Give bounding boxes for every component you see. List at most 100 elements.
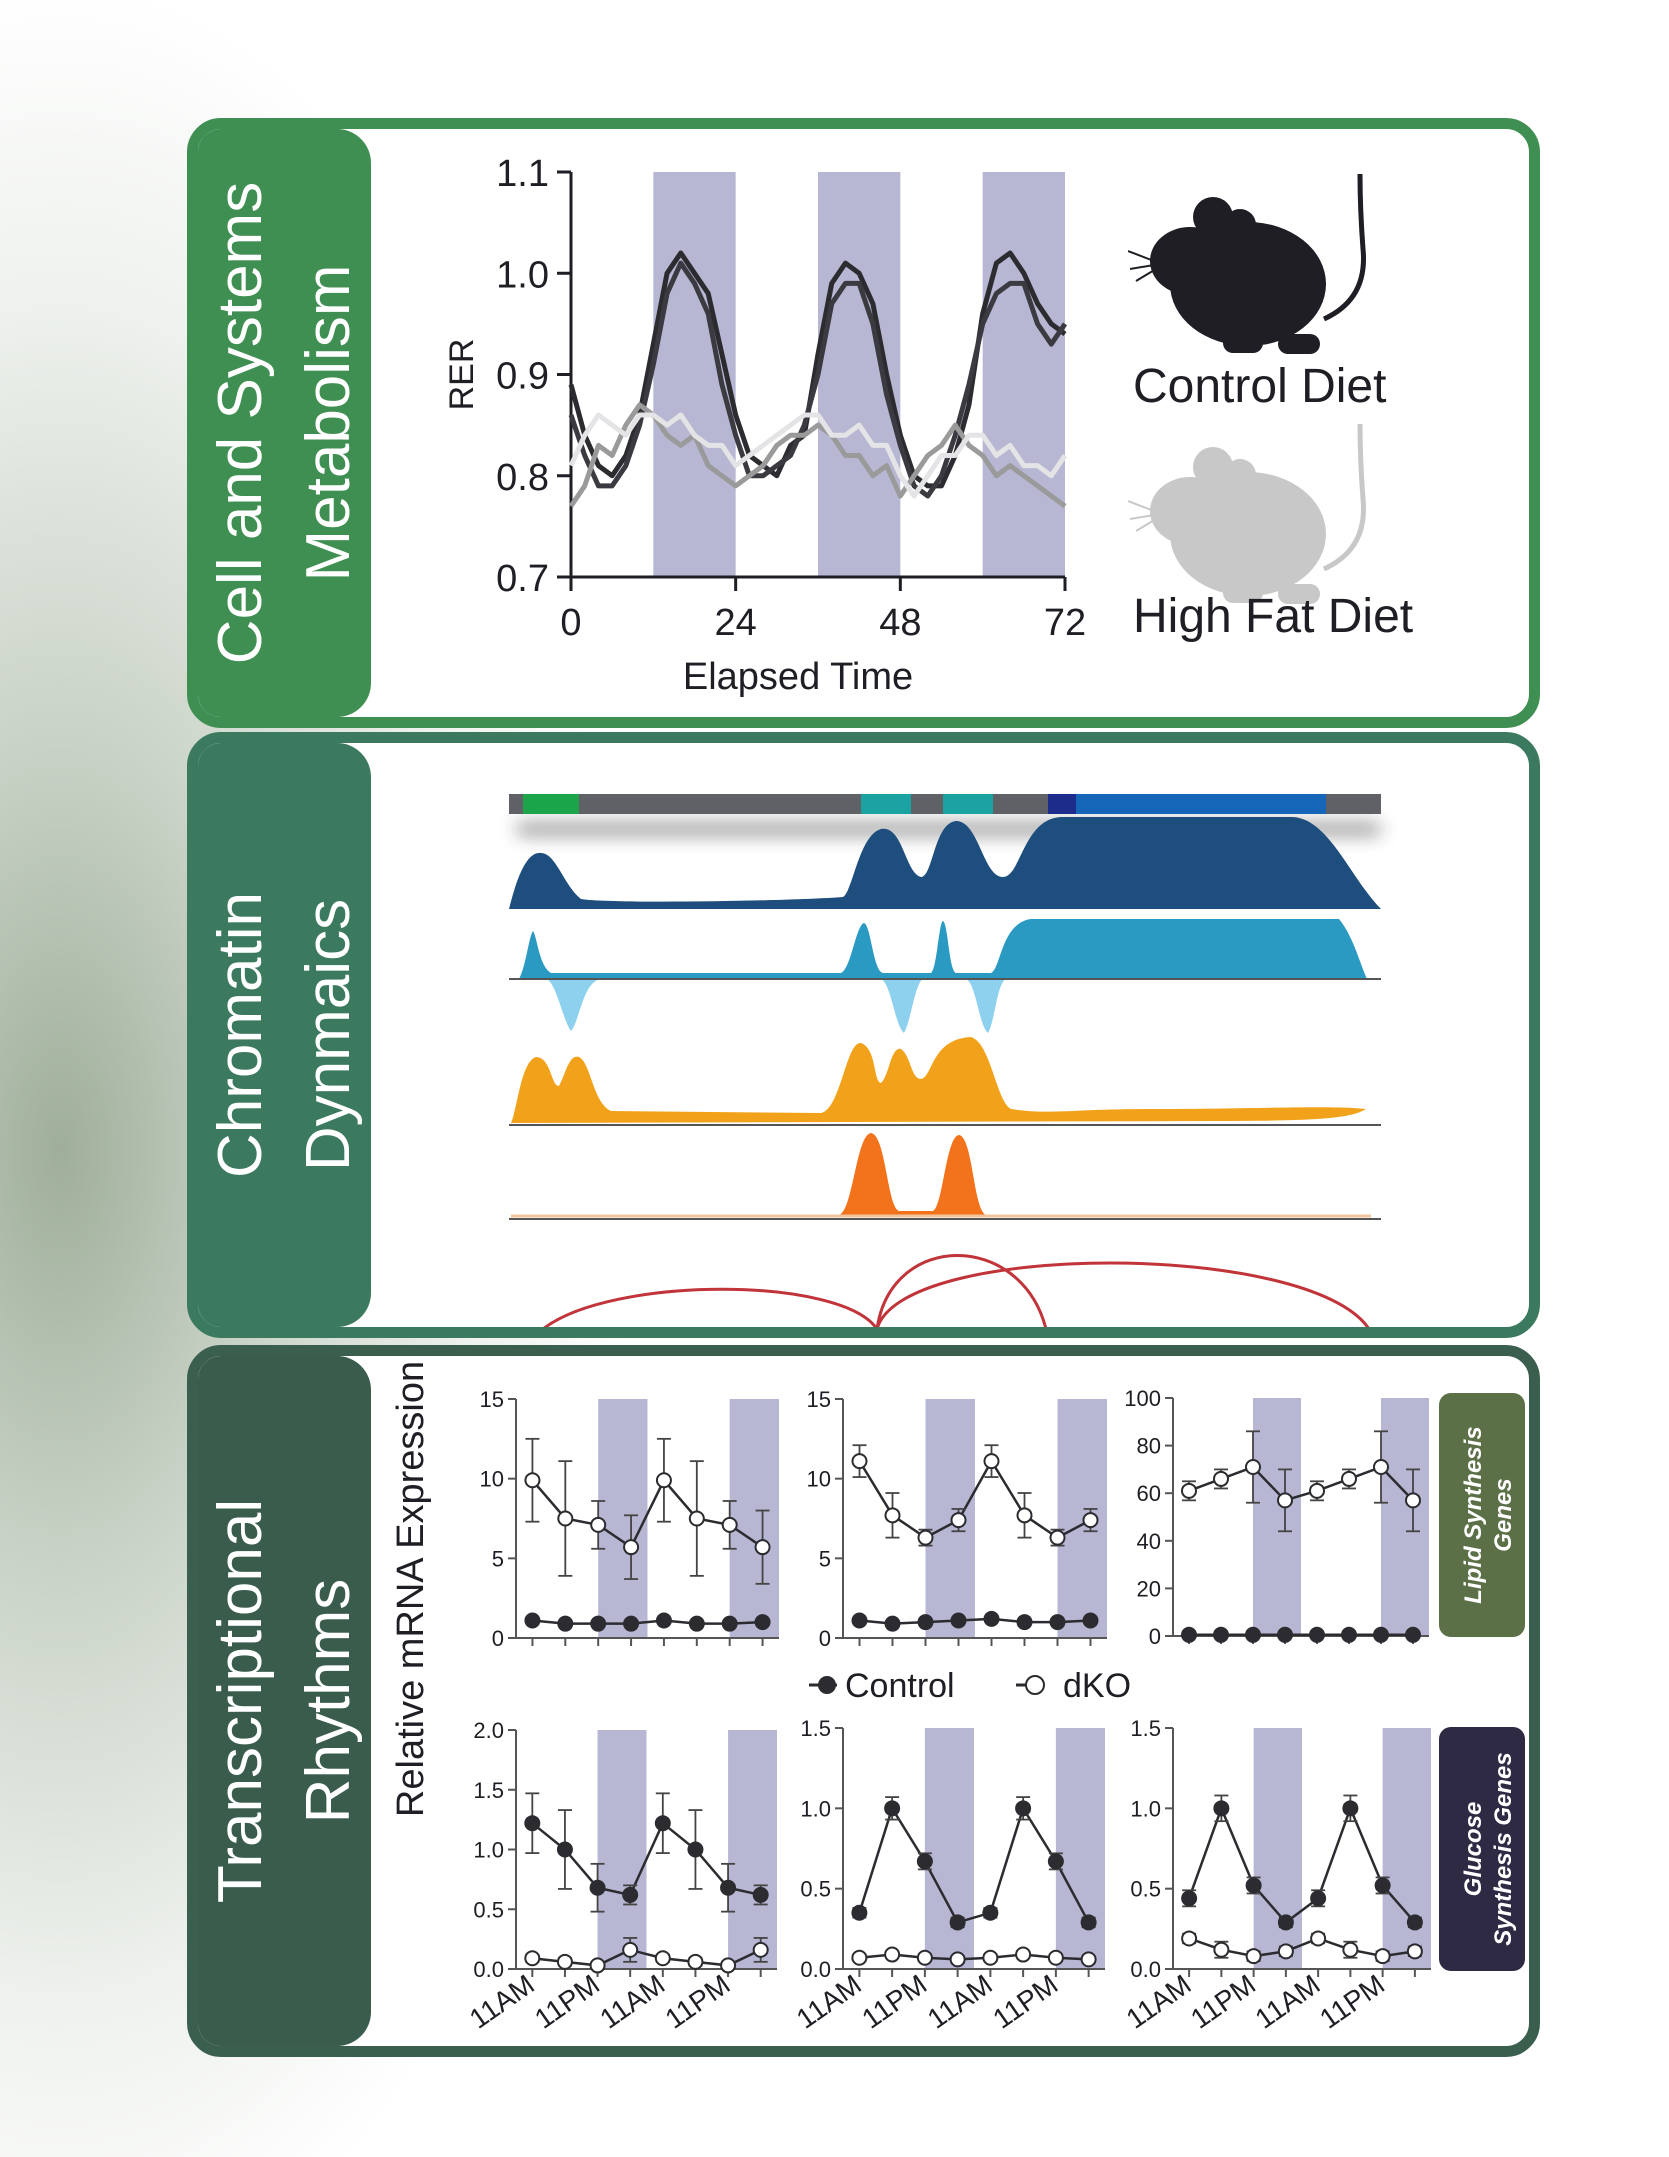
gene-bar-teal-segment-1 (861, 794, 911, 814)
control-point (688, 1615, 705, 1632)
control-point (687, 1841, 704, 1858)
control-point (654, 1815, 671, 1832)
control-point (1213, 1626, 1229, 1643)
mrna-y-tick-label: 0.5 (1130, 1877, 1161, 1902)
dko-point (1047, 1949, 1064, 1966)
legend-control-diet: Control Diet (1133, 360, 1387, 413)
mrna-y-tick-label: 1.5 (473, 1778, 504, 1803)
mrna-x-tick-label: 11AM (922, 1969, 998, 2035)
control-point (1082, 1612, 1099, 1629)
dko-point (688, 1510, 705, 1527)
control-point (1342, 1800, 1359, 1817)
dark-phase-shading (598, 1399, 648, 1638)
mrna-y-tick-label: 10 (807, 1467, 831, 1492)
control-point (1049, 1614, 1066, 1631)
rer-x-axis-label: Elapsed Time (683, 656, 913, 698)
control-point (1245, 1626, 1261, 1643)
glucose-synthesis-label: Glucose Synthesis Genes (1460, 1752, 1517, 1945)
rer-hfd-series (568, 412, 1068, 499)
control-point (524, 1815, 541, 1832)
mrna-y-tick-label: 2.0 (473, 1718, 504, 1743)
control-point (589, 1879, 606, 1896)
chromatin-tab: Chromatin Dynmaics (198, 743, 371, 1327)
rer-x-tick-label: 24 (715, 602, 757, 644)
control-point (622, 1886, 639, 1903)
dko-point (1405, 1492, 1421, 1509)
legend-control-marker (818, 1676, 836, 1694)
track-4-signal (839, 1133, 986, 1215)
rer-x-tick-label: 48 (879, 602, 921, 644)
dko-point (622, 1941, 639, 1958)
mrna-x-tick-label: 11PM (529, 1969, 605, 2035)
control-point (1016, 1614, 1033, 1631)
control-point (1047, 1853, 1064, 1870)
dko-point (655, 1472, 672, 1489)
loop-arc-3 (876, 1261, 1370, 1327)
metabolism-panel: Cell and Systems Metabolism 0.7 0.8 0.9 1.0… (187, 118, 1540, 728)
dark-phase-shading (597, 1730, 647, 1969)
dko-point (1341, 1470, 1357, 1487)
dark-phase-shading (924, 1728, 974, 1969)
dko-point (623, 1539, 640, 1556)
mouse-light-icon (1128, 423, 1367, 604)
dko-point (1080, 1951, 1097, 1968)
mrna-x-tick-label: 11AM (1250, 1969, 1326, 2035)
mrna-x-tick-label: 11PM (1185, 1969, 1261, 2035)
mrna-y-tick-label: 80 (1137, 1434, 1161, 1459)
control-point (1181, 1626, 1197, 1643)
legend-control-label: Control (845, 1667, 955, 1705)
mrna-y-tick-label: 0 (1149, 1624, 1161, 1649)
mrna-y-tick-label: 60 (1137, 1481, 1161, 1506)
control-series-line (531, 1821, 761, 1897)
dko-point (1406, 1943, 1423, 1960)
loop-arc-1 (543, 1287, 878, 1327)
mrna-y-tick-label: 1.5 (800, 1716, 831, 1741)
rer-y-axis-label: RER (443, 339, 481, 411)
control-point (949, 1914, 966, 1931)
dko-point (589, 1957, 606, 1974)
control-point (1405, 1626, 1421, 1643)
mouse-dark-icon (1128, 173, 1367, 354)
control-point (916, 1853, 933, 1870)
control-point (1373, 1626, 1389, 1643)
dko-point (752, 1941, 769, 1958)
control-point (556, 1841, 573, 1858)
control-point (524, 1612, 541, 1629)
mrna-y-tick-label: 15 (807, 1387, 831, 1412)
dko-point (851, 1949, 868, 1966)
control-point (1374, 1877, 1391, 1894)
mrna-y-axis-label: Relative mRNA Expression (390, 1361, 432, 1817)
rer-y-tick-label: 1.1 (496, 153, 549, 195)
dark-phase-shading (1253, 1728, 1302, 1969)
legend-high-fat-diet: High Fat Diet (1133, 590, 1414, 643)
dark-phase-shading (1057, 1399, 1107, 1638)
rer-y-tick-label: 0.8 (496, 457, 549, 499)
dko-point (884, 1946, 901, 1963)
control-point (752, 1886, 769, 1903)
rer-x-tick-label: 72 (1044, 602, 1086, 644)
dko-point (654, 1950, 671, 1967)
dko-point (1049, 1529, 1066, 1546)
mrna-y-tick-label: 1.0 (800, 1796, 831, 1821)
dark-phase-shading (653, 172, 736, 577)
track-2-positive-signal (519, 919, 1367, 979)
metabolism-tab: Cell and Systems Metabolism (198, 129, 371, 717)
control-point (590, 1615, 607, 1632)
gene-bar-blue-segment (1076, 794, 1326, 814)
dko-point (1309, 1482, 1325, 1499)
mrna-charts: Relative mRNA Expression 0 5 10 15 0 5 10 15 0 20… (390, 1361, 1525, 2035)
dko-point (1181, 1482, 1197, 1499)
mrna-y-tick-label: 0.0 (800, 1957, 831, 1982)
control-point (851, 1612, 868, 1629)
dko-point (982, 1949, 999, 1966)
dko-point (1373, 1459, 1389, 1476)
control-point (754, 1614, 771, 1631)
chromatin-panel: Chromatin Dynmaics (187, 732, 1540, 1338)
dark-phase-shading (925, 1399, 975, 1638)
dko-point (556, 1953, 573, 1970)
rer-control-series (568, 260, 1068, 499)
mrna-y-tick-label: 0.0 (473, 1957, 504, 1982)
mrna-y-tick-label: 1.0 (1130, 1796, 1161, 1821)
control-point (1310, 1890, 1327, 1907)
dko-point (851, 1453, 868, 1470)
